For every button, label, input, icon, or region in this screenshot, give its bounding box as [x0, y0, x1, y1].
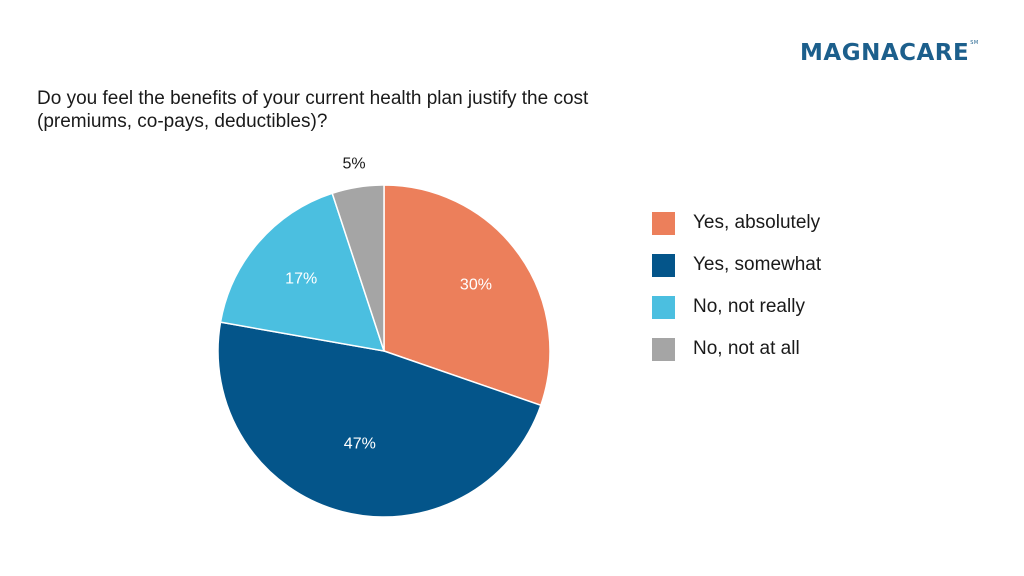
legend-item-no-not-at-all: No, not at all [652, 337, 821, 361]
pie-slice-no-not-really [219, 192, 386, 352]
legend-label: Yes, absolutely [693, 212, 821, 233]
pie-data-label: 17% [285, 270, 317, 287]
logo-text: MAGNACARE [800, 40, 970, 66]
service-mark: SM [970, 40, 979, 46]
pie-data-label: 5% [343, 155, 366, 172]
legend-item-no-not-really: No, not really [652, 295, 821, 319]
question-title: Do you feel the benefits of your current… [37, 87, 677, 133]
legend-label: No, not really [693, 296, 805, 317]
legend-swatch [652, 253, 675, 277]
question-line-1: Do you feel the benefits of your current… [37, 88, 589, 109]
legend-label: Yes, somewhat [693, 254, 822, 275]
legend-swatch [652, 337, 675, 361]
pie-slice-yes-absolutely [383, 184, 551, 407]
legend-swatch [652, 211, 675, 235]
pie-data-label: 30% [460, 277, 492, 294]
pie-slice-yes-somewhat [217, 321, 542, 518]
chart-legend: Yes, absolutely Yes, somewhat No, not re… [652, 211, 822, 380]
legend-item-yes-somewhat: Yes, somewhat [652, 253, 822, 277]
legend-swatch [652, 295, 675, 319]
question-line-2: (premiums, co-pays, deductibles)? [37, 111, 328, 132]
magnacare-logo: MAGNACARESM [800, 40, 979, 66]
legend-label: No, not at all [693, 338, 800, 359]
legend-item-yes-absolutely: Yes, absolutely [652, 211, 821, 235]
pie-slice-no-not-at-all [331, 184, 385, 352]
pie-data-label: 47% [344, 435, 376, 452]
